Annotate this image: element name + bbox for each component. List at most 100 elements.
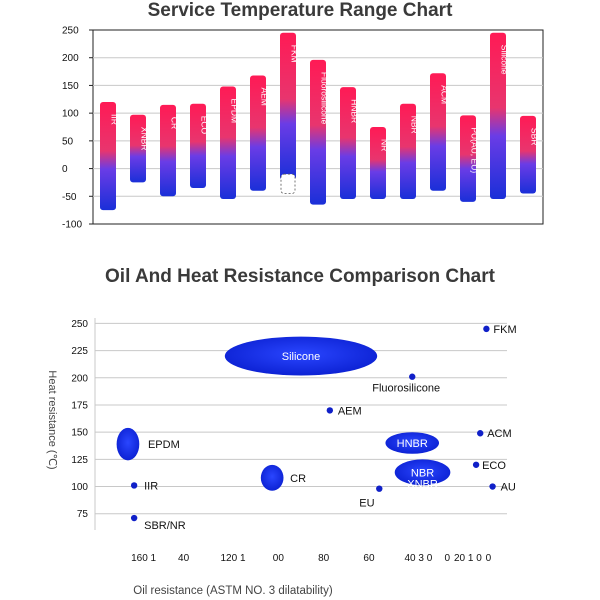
material-label: FKM (493, 324, 516, 336)
temp-bar-acm: ACM (430, 73, 450, 191)
material-eco: ECO (472, 460, 506, 472)
material-point (489, 483, 496, 490)
material-label: HNBR (397, 438, 428, 450)
temp-bar-nbr: NBR (400, 103, 420, 200)
y-tick-label: 250 (71, 319, 88, 330)
material-point (483, 325, 490, 333)
chart1-title: Service Temperature Range Chart (147, 0, 453, 21)
temp-bar-epdm: EPDM (220, 86, 240, 200)
material-fluorosilicone: Fluorosilicone (372, 373, 440, 395)
y-tick-label: -50 (62, 192, 77, 203)
temp-bar-iir: IIR (100, 102, 120, 211)
temp-bar (310, 59, 326, 205)
material-label: Silicone (282, 351, 321, 363)
y-tick-label: 0 (62, 164, 68, 175)
temp-bar-label: Fluorosilicone (320, 72, 330, 125)
temp-bar-label: AEM (260, 87, 270, 105)
temp-bar-pu-au-eu-: PU(AU, EU) (460, 115, 480, 202)
temp-bar-dashed-segment (280, 173, 296, 194)
material-iir: IIR (130, 480, 158, 492)
material-fkm: FKM (483, 324, 517, 336)
material-label: NBR (411, 467, 434, 479)
material-label: IIR (144, 480, 158, 492)
x-tick-label: 0 (444, 553, 450, 564)
temp-bar (340, 87, 356, 200)
material-label: EU (359, 498, 374, 510)
material-region (260, 464, 284, 491)
material-label: AEM (338, 405, 362, 417)
x-axis-label: Oil resistance (ASTM NO. 3 dilatability) (133, 585, 333, 597)
y-tick-label: 250 (62, 26, 79, 37)
y-tick-label: 50 (62, 136, 74, 147)
temp-bar (460, 115, 476, 202)
temp-bar-nr: NR (370, 127, 390, 200)
material-sbr-nr: SBR/NR (130, 514, 186, 532)
material-cr: CR (260, 464, 306, 491)
x-tick-label: 40 3 0 (405, 553, 433, 564)
temp-bar (400, 103, 416, 200)
temp-bar (220, 86, 236, 200)
material-label: EPDM (148, 439, 180, 451)
x-tick-label: 60 (363, 553, 375, 564)
x-tick-label: 120 1 (221, 553, 246, 564)
y-tick-label: 75 (77, 509, 89, 520)
temp-bar (100, 102, 116, 211)
temp-bar (430, 73, 446, 191)
material-nbr: NBR (394, 459, 451, 486)
y-tick-label: 150 (62, 81, 79, 92)
temp-bar (490, 32, 506, 200)
material-label: SBR/NR (144, 520, 186, 532)
y-tick-label: -100 (62, 220, 82, 231)
material-region (224, 336, 378, 376)
material-region (385, 432, 440, 454)
temp-bar (370, 127, 386, 200)
y-tick-label: 225 (71, 346, 88, 357)
material-au: AU (489, 482, 516, 494)
temp-bar-label: XNBR (140, 127, 150, 151)
temperature-range-chart: 250 200 150 100 50 0 -50 -100 IIR XNBR CR ECO EPDM AE… (62, 26, 544, 231)
temp-bar-eco: ECO (190, 103, 210, 188)
material-label: ACM (487, 428, 511, 440)
material-point (472, 461, 480, 468)
x-tick-label: 0 (486, 553, 492, 564)
material-label: ECO (482, 460, 506, 472)
y-tick-label: 100 (62, 109, 79, 120)
x-tick-label: 40 (178, 553, 190, 564)
material-xnbr: XNBR (407, 478, 438, 490)
material-label: XNBR (407, 478, 438, 490)
temp-bar-label: SBR (530, 128, 540, 145)
temp-bar-label: IIR (110, 114, 120, 125)
y-tick-label: 150 (71, 428, 88, 439)
temp-bar (520, 115, 536, 194)
temp-bar-label: Silicone (500, 45, 510, 75)
material-label: Fluorosilicone (372, 383, 440, 395)
chart2-title: Oil And Heat Resistance Comparison Chart (105, 266, 495, 287)
temp-bar-hnbr: HNBR (340, 87, 360, 200)
y-tick-label: 200 (62, 53, 79, 64)
y-tick-label: 100 (71, 482, 88, 493)
temp-bar-silicone: Silicone (490, 32, 510, 200)
material-label: AU (501, 482, 516, 494)
temp-bar-label: CR (170, 117, 180, 129)
material-point (326, 407, 334, 414)
material-point (409, 373, 416, 380)
x-tick-label: 00 (273, 553, 285, 564)
material-aem: AEM (326, 405, 362, 417)
temp-bar (190, 103, 206, 188)
y-tick-label: 200 (71, 373, 88, 384)
material-region (116, 427, 140, 461)
temp-bar (250, 75, 266, 191)
material-silicone: Silicone (224, 336, 378, 376)
temp-bar-label: EPDM (230, 99, 240, 124)
material-label: CR (290, 473, 306, 485)
material-acm: ACM (477, 428, 512, 440)
temp-bar (130, 114, 146, 183)
temp-bar-label: NBR (410, 116, 420, 134)
temp-bar (280, 32, 296, 180)
x-tick-label: 80 (318, 553, 330, 564)
material-point (477, 430, 484, 437)
material-point (130, 482, 138, 489)
material-hnbr: HNBR (385, 432, 440, 454)
temp-bar-xnbr: XNBR (130, 114, 150, 183)
